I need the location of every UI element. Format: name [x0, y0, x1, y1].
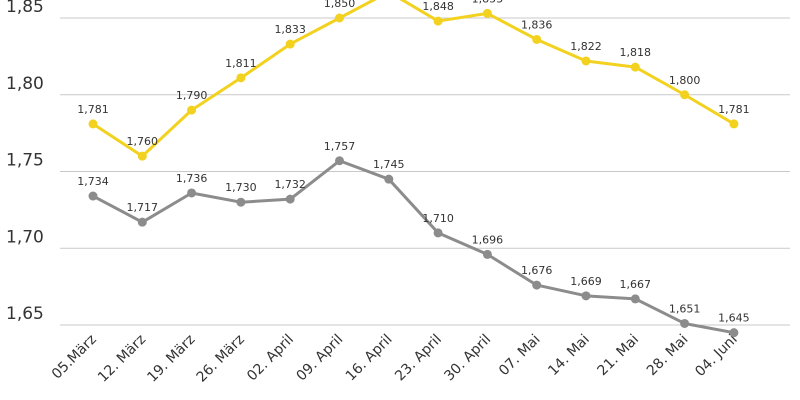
data-point [137, 217, 147, 227]
data-label: 1,757 [324, 140, 356, 153]
data-point [433, 16, 443, 26]
x-tick-label: 09. April [293, 332, 346, 385]
gridlines [60, 17, 790, 326]
data-point [236, 73, 246, 83]
data-label: 1,734 [77, 175, 109, 188]
data-label: 1,651 [669, 302, 701, 315]
data-point [236, 197, 246, 207]
x-tick-label: 04. Juni [692, 332, 740, 380]
data-label: 1,736 [176, 172, 208, 185]
y-tick-label: 1,70 [6, 227, 44, 247]
x-tick-label: 26. März [194, 332, 248, 386]
data-label: 1,710 [422, 212, 454, 225]
data-point [482, 249, 492, 259]
data-point [630, 62, 640, 72]
x-tick-label: 30. April [441, 332, 494, 385]
data-point [88, 191, 98, 201]
data-point [384, 174, 394, 184]
y-tick-label: 1,85 [6, 0, 44, 17]
x-tick-label: 16. April [343, 332, 396, 385]
data-point [335, 13, 344, 23]
data-label: 1,745 [373, 158, 405, 171]
data-label: 1,667 [620, 278, 652, 291]
data-label: 1,853 [472, 0, 504, 5]
data-point [187, 105, 197, 115]
data-point [680, 90, 690, 100]
y-axis-ticks: 1,65 1,70 1,75 1,80 1,85 [6, 0, 44, 324]
data-point [581, 56, 591, 66]
data-point [532, 280, 542, 290]
data-label: 1,669 [570, 275, 602, 288]
data-point [137, 151, 147, 161]
data-label: 1,781 [77, 103, 109, 116]
series-line [92, 0, 735, 158]
data-point [187, 188, 197, 198]
data-point [532, 34, 542, 44]
data-point [581, 291, 591, 301]
data-label: 1,645 [718, 312, 750, 325]
data-point [729, 328, 739, 338]
data-label: 1,696 [472, 233, 504, 246]
data-point [285, 39, 295, 49]
data-label: 1,760 [127, 135, 159, 148]
data-label: 1,818 [620, 46, 652, 59]
data-label: 1,717 [127, 201, 159, 214]
data-label: 1,732 [274, 178, 306, 191]
y-tick-label: 1,75 [6, 151, 44, 171]
series-lines [88, 0, 739, 338]
x-tick-label: 21. Mai [595, 332, 643, 380]
data-point [729, 119, 739, 129]
x-tick-label: 05.März [49, 332, 100, 383]
y-tick-label: 1,80 [6, 74, 44, 94]
data-label: 1,836 [521, 18, 553, 31]
x-tick-label: 23. April [392, 332, 445, 385]
data-labels: 1,781 1,760 1,790 1,811 1,833 1,850 1,848 1,853… [77, 0, 749, 325]
x-tick-label: 02. April [244, 332, 297, 385]
x-tick-label: 07. Mai [496, 332, 544, 380]
data-point [335, 156, 344, 166]
data-label: 1,811 [225, 57, 257, 70]
x-tick-label: 19. März [144, 332, 198, 386]
data-label: 1,781 [718, 103, 750, 116]
data-label: 1,848 [422, 0, 454, 13]
data-point [680, 318, 690, 328]
data-label: 1,790 [176, 89, 208, 102]
data-label: 1,730 [225, 181, 257, 194]
x-tick-label: 12. März [95, 332, 149, 386]
data-point [88, 119, 98, 129]
x-tick-label: 14. Mai [545, 332, 593, 380]
data-label: 1,800 [669, 74, 701, 87]
data-point [630, 294, 640, 304]
data-point [482, 8, 492, 18]
x-tick-label: 28. Mai [644, 332, 692, 380]
data-label: 1,822 [570, 40, 602, 53]
data-label: 1,676 [521, 264, 553, 277]
data-point [433, 228, 443, 238]
data-label: 1,850 [324, 0, 356, 10]
series-line [92, 159, 735, 335]
data-label: 1,833 [274, 23, 306, 36]
data-point [285, 194, 295, 204]
y-tick-label: 1,65 [6, 304, 44, 324]
